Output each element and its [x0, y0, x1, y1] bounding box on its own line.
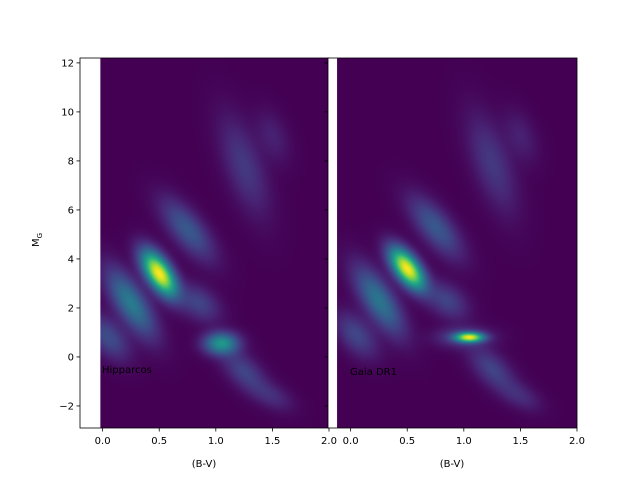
y-tick-label: 6	[68, 206, 74, 217]
x-tick-label: 1.0	[208, 436, 224, 447]
panel-hipparcos: −2 0 2 4 6 8 10 12 0.0 0.5 1.0 1.5 2.0 (B-V) Hippar…	[59, 57, 337, 470]
panel-gaia-dr1: 0.0 0.5 1.0 1.5 2.0 (B-V) Gaia DR1	[324, 57, 585, 470]
y-ticks-gaia-dr1	[324, 62, 328, 407]
y-axis-label-main: M	[31, 238, 42, 247]
y-tick-label: 2	[68, 304, 74, 315]
x-ticks-gaia-dr1: 0.0 0.5 1.0 1.5 2.0	[343, 428, 585, 447]
density-heatmap	[100, 58, 330, 428]
x-tick-label: 2.0	[569, 436, 585, 447]
y-tick-label: 12	[61, 59, 74, 70]
density-heatmap	[337, 58, 578, 428]
y-tick-label: −2	[59, 402, 74, 413]
plot-area-gaia-dr1	[327, 57, 578, 429]
y-axis-label-subscript: G	[36, 233, 44, 238]
y-tick-label: 4	[68, 255, 74, 266]
x-tick-label: 0.5	[151, 436, 167, 447]
panel-annotation-gaia-dr1: Gaia DR1	[350, 367, 397, 378]
x-tick-label: 0.0	[95, 436, 111, 447]
y-tick-label: 8	[68, 157, 74, 168]
axes-frame	[327, 57, 578, 429]
y-tick-label: 10	[61, 108, 74, 119]
x-tick-label: 1.5	[512, 436, 528, 447]
x-axis-label-hipparcos: (B-V)	[192, 459, 217, 470]
x-ticks-hipparcos: 0.0 0.5 1.0 1.5 2.0	[95, 428, 337, 447]
x-tick-label: 1.5	[264, 436, 280, 447]
x-tick-label: 0.0	[343, 436, 359, 447]
y-ticks-hipparcos: −2 0 2 4 6 8 10 12	[59, 59, 80, 413]
x-tick-label: 1.0	[456, 436, 472, 447]
x-tick-label: 2.0	[321, 436, 337, 447]
y-axis-label: MG	[31, 233, 44, 247]
y-tick-label: 0	[68, 353, 74, 364]
x-tick-label: 0.5	[399, 436, 415, 447]
plot-area-hipparcos	[79, 57, 330, 429]
x-axis-label-gaia-dr1: (B-V)	[440, 459, 465, 470]
panel-annotation-hipparcos: Hipparcos	[102, 365, 152, 376]
